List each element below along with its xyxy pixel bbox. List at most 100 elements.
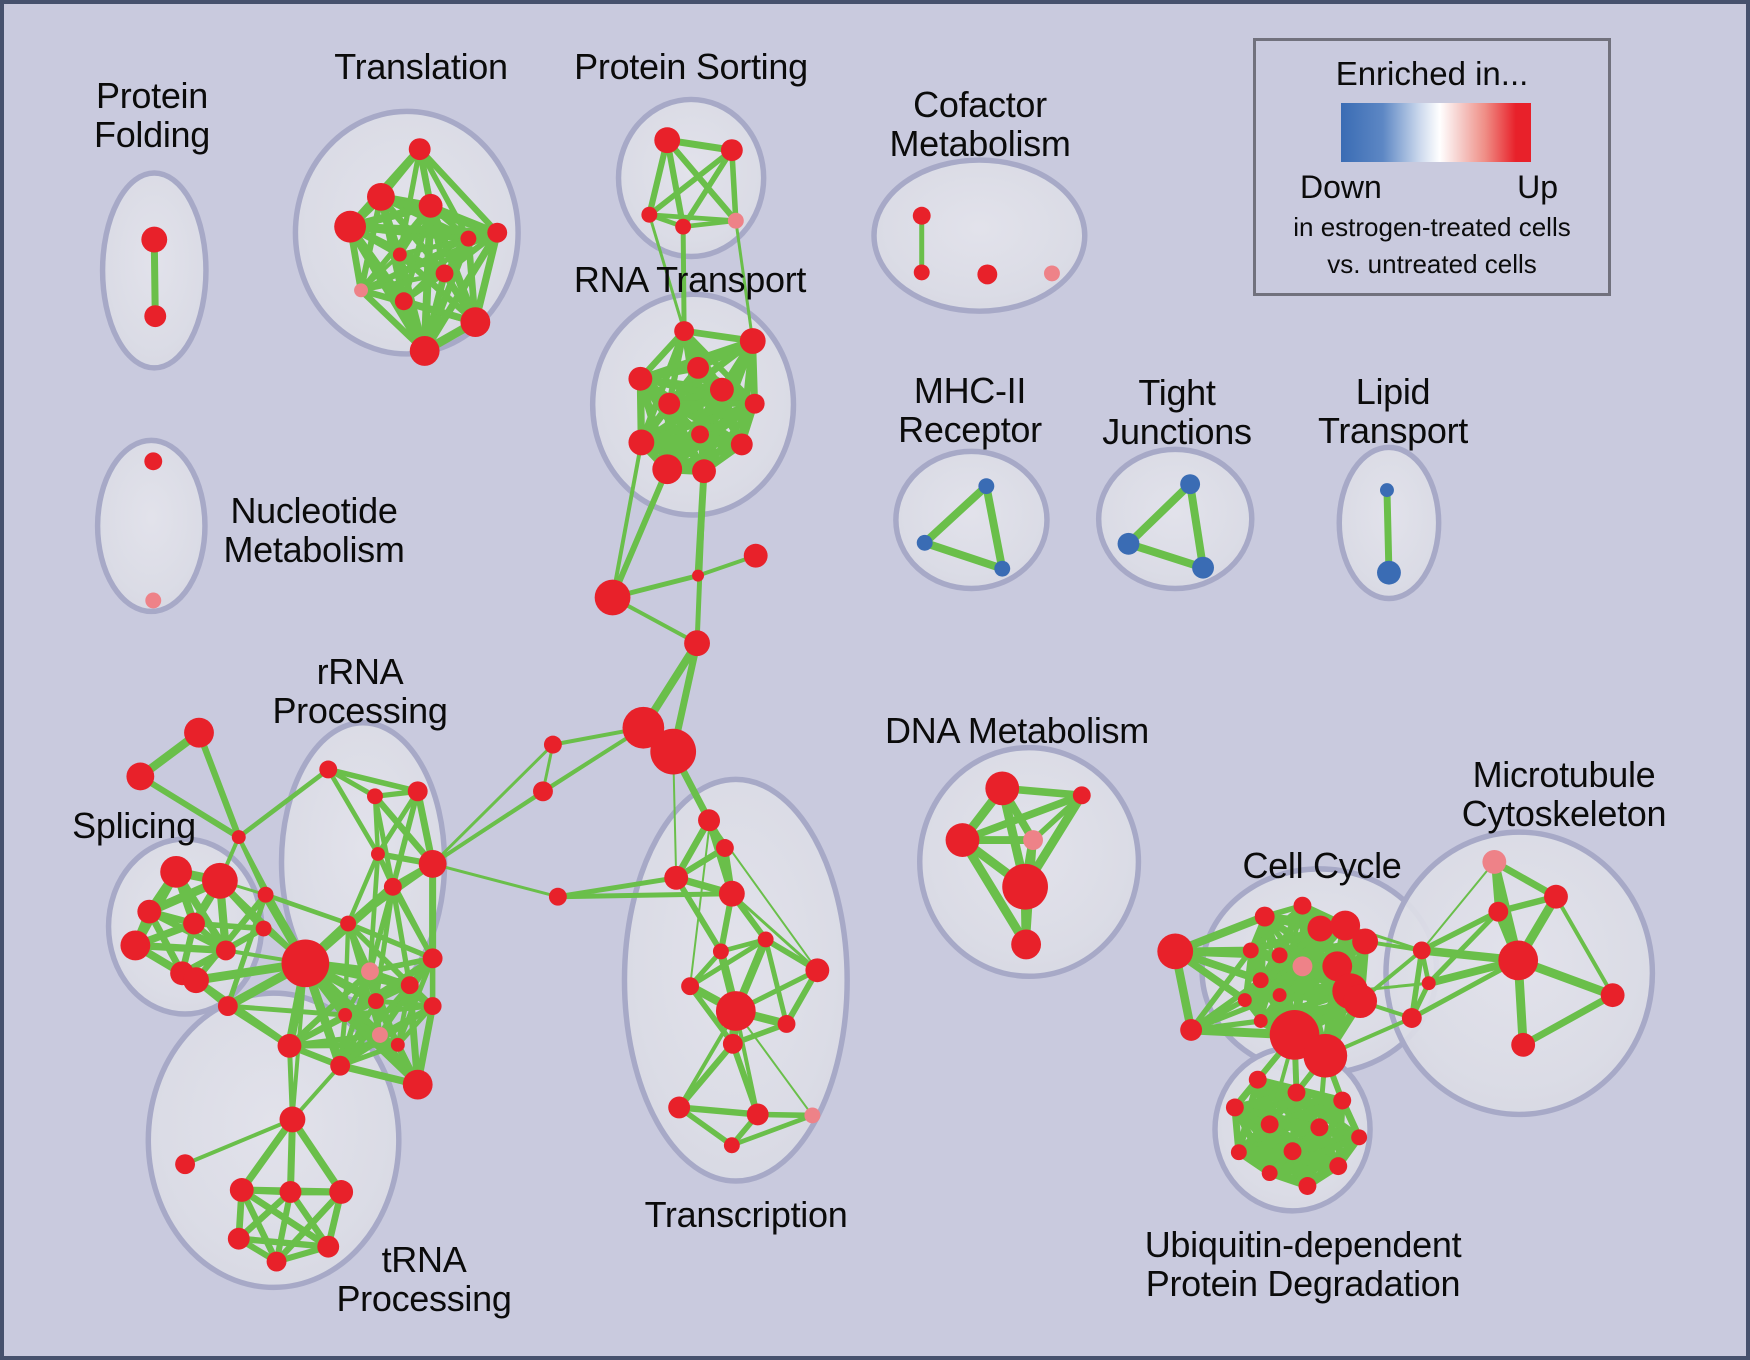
- network-edge: [427, 202, 501, 236]
- network-edge: [763, 936, 790, 1027]
- gene-set-node: [407, 781, 428, 802]
- network-edge: [675, 1104, 761, 1118]
- gene-set-node: [739, 328, 766, 354]
- gene-set-node: [229, 1178, 254, 1202]
- gene-set-node: [257, 886, 274, 903]
- network-edge: [358, 271, 447, 293]
- network-edge: [287, 1188, 332, 1250]
- gene-set-node: [460, 230, 477, 247]
- gene-set-node: [217, 996, 238, 1017]
- network-edge: [1383, 486, 1393, 577]
- gene-set-node: [354, 283, 368, 298]
- network-edge: [1266, 1162, 1342, 1177]
- gene-set-node: [1180, 1018, 1203, 1041]
- gene-set-node: [1237, 993, 1252, 1008]
- gene-set-node: [1421, 976, 1436, 991]
- cluster-label-line: Processing: [272, 690, 448, 731]
- network-edge: [375, 788, 421, 857]
- network-edge: [637, 438, 746, 448]
- network-edge: [183, 1117, 295, 1167]
- cluster-label-rrna-processing: rRNA Processing: [272, 652, 447, 730]
- cluster-label-line: Folding: [94, 114, 210, 155]
- network-edge: [680, 224, 687, 334]
- network-edge: [676, 1040, 736, 1111]
- cluster-label-line: DNA Metabolism: [885, 710, 1149, 751]
- network-edge: [729, 147, 739, 224]
- gene-set-node: [1303, 1033, 1348, 1078]
- gene-set-node: [1351, 1129, 1368, 1146]
- gene-set-node: [684, 630, 710, 657]
- network-edge: [664, 137, 739, 224]
- gene-set-node: [183, 912, 205, 935]
- gene-set-node: [400, 976, 419, 995]
- gene-set-node: [175, 1154, 196, 1175]
- bubble-nucleotide-metabolism: [94, 437, 208, 615]
- gene-set-node: [804, 1107, 821, 1124]
- gene-set-node: [1498, 940, 1539, 981]
- network-edge: [395, 955, 436, 1048]
- gene-set-node: [543, 735, 562, 754]
- gene-set-node: [1307, 915, 1334, 942]
- network-edge: [610, 440, 644, 600]
- network-edge: [734, 219, 755, 343]
- gene-set-node: [1488, 901, 1509, 922]
- gene-set-node: [277, 1033, 302, 1058]
- gene-set-node: [392, 247, 407, 262]
- gene-set-node: [329, 1180, 354, 1204]
- network-edge: [371, 793, 436, 868]
- gene-set-node: [1343, 984, 1378, 1018]
- network-edge: [406, 981, 422, 1089]
- network-edge: [263, 892, 351, 926]
- gene-set-node: [805, 958, 830, 983]
- gene-set-node: [977, 264, 998, 285]
- network-edge: [303, 961, 420, 1087]
- gene-set-node: [408, 138, 431, 161]
- cluster-label-cell-cycle: Cell Cycle: [1242, 846, 1401, 885]
- gene-set-node: [1544, 884, 1568, 909]
- gene-set-node: [1253, 1014, 1268, 1028]
- network-edge: [357, 193, 384, 294]
- gene-set-node: [715, 991, 756, 1031]
- network-edge: [1186, 480, 1208, 572]
- gene-set-node: [687, 356, 709, 379]
- gene-set-node: [361, 962, 379, 981]
- gene-set-node: [1600, 983, 1625, 1008]
- gene-set-node: [126, 762, 155, 791]
- network-edge: [689, 820, 711, 988]
- gene-set-node: [1511, 1032, 1536, 1057]
- network-edge: [137, 773, 242, 841]
- bubble-tight-junctions: [1095, 446, 1255, 592]
- cluster-label-line: Processing: [336, 1278, 512, 1319]
- gene-set-node: [712, 943, 729, 960]
- network-edge: [421, 228, 501, 355]
- gene-set-node: [675, 218, 692, 235]
- legend-box: Enriched in... Down Up in estrogen-treat…: [1253, 38, 1611, 296]
- gene-set-node: [338, 1008, 353, 1022]
- cluster-label-line: Tight: [1138, 372, 1216, 413]
- network-edge: [920, 538, 1007, 573]
- gene-set-node: [1401, 1008, 1422, 1028]
- gene-set-node: [1230, 1144, 1247, 1161]
- network-edge: [325, 767, 381, 857]
- network-edge: [1553, 894, 1615, 998]
- legend-caption-line2: vs. untreated cells: [1327, 249, 1537, 279]
- network-edge: [1241, 925, 1324, 1004]
- cluster-label-line: Cofactor: [913, 84, 1047, 125]
- network-edge: [238, 1186, 280, 1265]
- network-edge: [664, 137, 687, 230]
- gene-set-node: [409, 336, 440, 366]
- network-edge: [687, 983, 736, 1047]
- gene-set-node: [1261, 1165, 1278, 1182]
- bubble-mhc-ii-receptor: [893, 448, 1050, 592]
- gene-set-node: [402, 1069, 433, 1100]
- network-edge: [342, 955, 436, 1018]
- gene-set-node: [1157, 933, 1194, 970]
- gene-set-node: [1044, 265, 1060, 282]
- network-edge: [358, 252, 402, 293]
- gene-set-node: [1248, 1070, 1267, 1089]
- network-edge: [680, 218, 739, 230]
- gene-set-node: [422, 948, 443, 969]
- network-edge: [1124, 480, 1195, 548]
- gene-set-node: [985, 771, 1020, 806]
